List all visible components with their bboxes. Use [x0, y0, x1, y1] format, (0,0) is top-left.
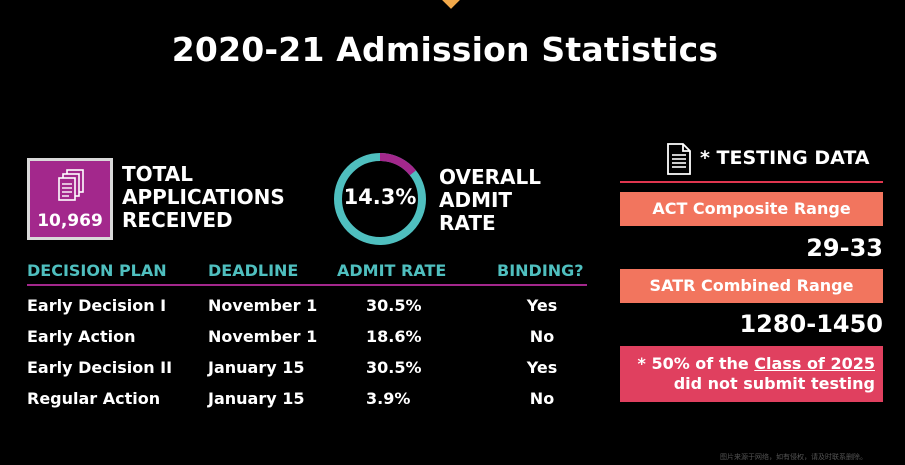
- plan-binding: No: [529, 389, 555, 408]
- table-row: Early Decision II January 15 30.5% Yes: [27, 352, 587, 383]
- decision-plans-table: DECISION PLAN DEADLINE ADMIT RATE BINDIN…: [27, 260, 587, 414]
- sat-range-label: SATR Combined Range: [620, 269, 883, 303]
- column-header: DEADLINE: [208, 260, 337, 286]
- admit-rate-donut: [334, 153, 426, 245]
- plan-deadline: January 15: [208, 358, 305, 377]
- testing-note: * 50% of the Class of 2025 did not submi…: [620, 346, 883, 402]
- testing-data-title: * TESTING DATA: [700, 147, 870, 169]
- note-line-2: did not submit testing: [673, 374, 875, 393]
- document-icon: [667, 143, 691, 175]
- top-diamond-mark: [441, 0, 461, 9]
- table-header-row: DECISION PLAN DEADLINE ADMIT RATE BINDIN…: [27, 260, 587, 286]
- page-title: 2020-21 Admission Statistics: [171, 30, 719, 69]
- plan-binding: Yes: [526, 358, 558, 377]
- applications-count: 10,969: [37, 211, 103, 231]
- plan-binding: No: [529, 327, 555, 346]
- plan-deadline: November 1: [208, 327, 318, 346]
- applications-label: TOTAL APPLICATIONS RECEIVED: [122, 162, 285, 232]
- plan-name: Regular Action: [27, 389, 161, 408]
- column-header: DECISION PLAN: [27, 260, 208, 286]
- sat-range-value: 1280-1450: [739, 310, 883, 338]
- plan-name: Early Action: [27, 327, 136, 346]
- table-row: Early Decision I November 1 30.5% Yes: [27, 285, 587, 321]
- plan-admit-rate: 3.9%: [366, 389, 411, 408]
- column-header: BINDING?: [497, 260, 587, 286]
- plan-admit-rate: 30.5%: [366, 358, 422, 377]
- column-header: ADMIT RATE: [337, 260, 497, 286]
- plan-deadline: January 15: [208, 389, 305, 408]
- plan-admit-rate: 30.5%: [366, 296, 422, 315]
- applications-card: 10,969: [27, 158, 113, 240]
- act-range-label: ACT Composite Range: [620, 192, 883, 226]
- class-of-2025-link[interactable]: Class of 2025: [754, 354, 875, 373]
- plan-name: Early Decision I: [27, 296, 167, 315]
- divider: [620, 181, 883, 183]
- act-range-value: 29-33: [806, 234, 883, 262]
- table-row: Early Action November 1 18.6% No: [27, 321, 587, 352]
- admit-rate-label: OVERALL ADMIT RATE: [439, 165, 541, 235]
- admit-rate-value: 14.3%: [343, 185, 417, 209]
- plan-deadline: November 1: [208, 296, 318, 315]
- plan-binding: Yes: [526, 296, 558, 315]
- footer-disclaimer: 图片来源于网络，如有侵权，请及时联系删除。: [720, 453, 867, 461]
- admit-rate-segment: [334, 153, 426, 245]
- documents-icon: [58, 169, 84, 201]
- table-row: Regular Action January 15 3.9% No: [27, 383, 587, 414]
- plan-admit-rate: 18.6%: [366, 327, 422, 346]
- plan-name: Early Decision II: [27, 358, 173, 377]
- note-line-1: * 50% of the Class of 2025: [637, 354, 876, 373]
